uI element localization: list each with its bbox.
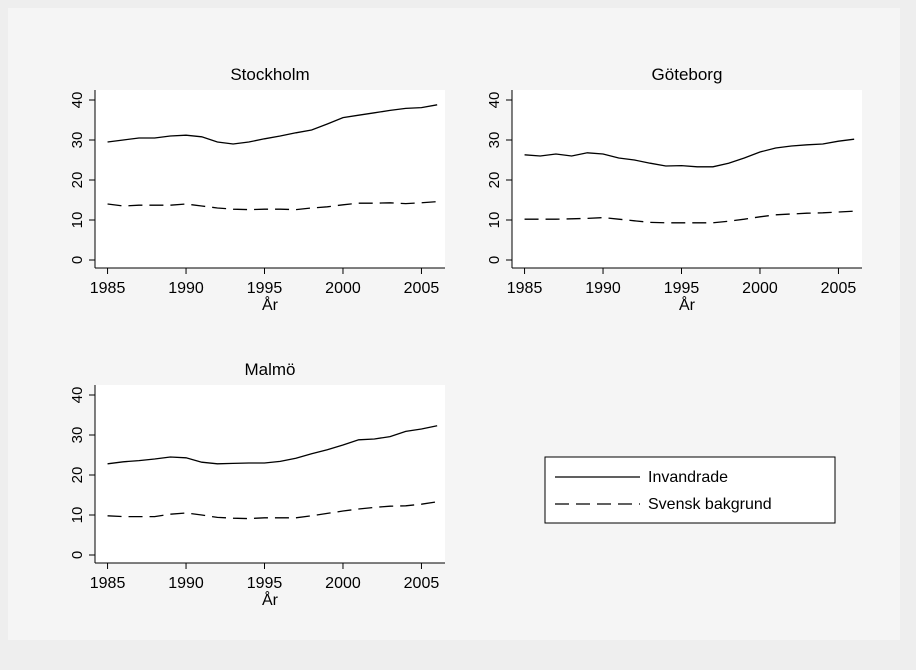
x-axis-label: År <box>679 295 696 314</box>
x-tick-label: 1985 <box>507 280 543 297</box>
y-tick-label: 10 <box>486 212 503 229</box>
x-tick-label: 2005 <box>404 575 440 592</box>
x-tick-label: 2000 <box>325 575 361 592</box>
plot-region <box>95 385 445 563</box>
y-tick-label: 30 <box>486 132 503 149</box>
x-tick-label: 1995 <box>664 280 700 297</box>
x-tick-label: 2005 <box>821 280 857 297</box>
series-line <box>524 210 855 224</box>
x-axis-label: År <box>262 295 279 314</box>
x-tick-label: 2005 <box>404 280 440 297</box>
legend-box <box>544 456 836 524</box>
series-line <box>107 200 438 211</box>
plot-region <box>95 90 445 268</box>
y-tick-label: 30 <box>69 132 86 149</box>
legend-label: Invandrade <box>648 469 728 486</box>
x-axis-label: År <box>262 590 279 609</box>
plot-region <box>512 90 862 268</box>
legend-label: Svensk bakgrund <box>648 496 772 513</box>
series-line <box>107 501 438 520</box>
y-tick-label: 10 <box>69 507 86 524</box>
panel-title: Stockholm <box>230 65 309 84</box>
x-tick-label: 1990 <box>585 280 621 297</box>
y-tick-label: 0 <box>69 256 86 264</box>
x-tick-label: 1995 <box>247 575 283 592</box>
x-tick-label: 2000 <box>742 280 778 297</box>
y-tick-label: 20 <box>486 172 503 189</box>
panel-title: Göteborg <box>652 65 723 84</box>
y-tick-label: 40 <box>69 387 86 404</box>
x-tick-label: 1990 <box>168 575 204 592</box>
y-tick-label: 0 <box>486 256 503 264</box>
y-tick-label: 0 <box>69 551 86 559</box>
y-tick-label: 40 <box>486 92 503 109</box>
series-line <box>524 138 855 168</box>
y-tick-label: 20 <box>69 467 86 484</box>
y-tick-label: 30 <box>69 427 86 444</box>
y-tick-label: 20 <box>69 172 86 189</box>
y-tick-label: 10 <box>69 212 86 229</box>
panel-title: Malmö <box>244 360 295 379</box>
x-tick-label: 2000 <box>325 280 361 297</box>
y-tick-label: 40 <box>69 92 86 109</box>
series-line <box>107 425 438 465</box>
series-line <box>107 104 438 145</box>
x-tick-label: 1990 <box>168 280 204 297</box>
x-tick-label: 1995 <box>247 280 283 297</box>
x-tick-label: 1985 <box>90 280 126 297</box>
x-tick-label: 1985 <box>90 575 126 592</box>
